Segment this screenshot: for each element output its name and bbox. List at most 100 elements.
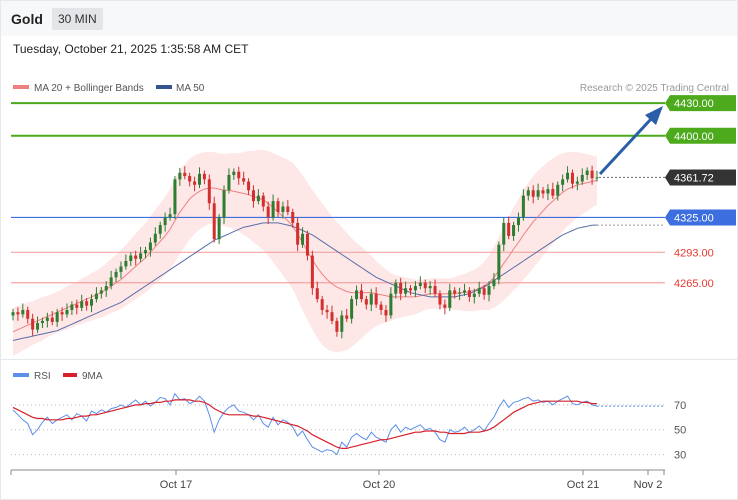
x-tick-label: Oct 17 [160, 479, 192, 491]
candle-body [448, 290, 452, 308]
level-tag-4361.72 [665, 169, 736, 186]
candle-body [153, 233, 157, 243]
candle-body [40, 320, 44, 324]
candle-body [497, 244, 501, 280]
candle-body [512, 225, 516, 236]
ma50-legend-label: MA 50 [176, 83, 205, 94]
candle-body [551, 189, 555, 196]
candle-body [330, 312, 334, 321]
candle-body [531, 190, 535, 197]
candle-body [247, 181, 251, 191]
candle-body [139, 253, 143, 259]
candle-body [119, 266, 123, 272]
candle-body [507, 222, 511, 236]
candle-body [85, 301, 89, 306]
candle-body [453, 290, 457, 294]
level-label-4325.00: 4325.00 [674, 212, 714, 224]
x-tick-label: Oct 21 [567, 479, 599, 491]
candle-body [99, 290, 103, 294]
candle-body [197, 173, 201, 185]
candle-body [251, 190, 255, 202]
candle-body [60, 312, 64, 315]
candle-body [595, 177, 599, 179]
candle-body [340, 315, 344, 332]
ma20-legend-label: MA 20 + Bollinger Bands [34, 83, 144, 94]
candle-body [389, 293, 393, 316]
candle-body [50, 317, 54, 322]
candlesticks [11, 165, 599, 339]
rsi-legend-swatch [13, 373, 29, 377]
symbol-title: Gold [11, 11, 43, 27]
candle-body [36, 323, 40, 330]
candle-body [487, 286, 491, 295]
candle-body [409, 288, 413, 291]
candle-body [158, 225, 162, 234]
x-tick-label: Nov 2 [634, 479, 663, 491]
timeframe-button[interactable]: 30 MIN [52, 8, 103, 30]
rsi-tick-50: 50 [674, 425, 686, 437]
chart-datetime: Tuesday, October 21, 2025 1:35:58 AM CET [13, 42, 249, 56]
candle-body [242, 178, 246, 182]
candle-body [320, 299, 324, 310]
candle-body [384, 310, 388, 316]
candle-body [350, 299, 354, 319]
candle-body [276, 201, 280, 212]
candle-body [188, 176, 192, 182]
level-label-4400.00: 4400.00 [674, 131, 714, 143]
candle-body [315, 288, 319, 300]
candle-body [70, 304, 74, 310]
candle-body [379, 304, 383, 310]
level-tag-4325.00 [665, 209, 736, 226]
candle-body [428, 286, 432, 289]
candle-body [291, 212, 295, 223]
candle-body [399, 282, 403, 294]
candle-body [433, 286, 437, 294]
candle-body [90, 299, 94, 306]
research-credit: Research © 2025 Trading Central [580, 83, 729, 94]
candle-body [129, 255, 133, 261]
candle-body [55, 312, 59, 322]
rsi-panel: 70 50 30 [11, 392, 686, 462]
candle-body [536, 190, 540, 197]
level-label-4265.00: 4265.00 [674, 278, 714, 290]
candle-body [261, 195, 265, 207]
candle-body [16, 312, 20, 315]
candle-body [516, 217, 520, 226]
level-label-4293.00: 4293.00 [674, 247, 714, 259]
candle-body [134, 255, 138, 259]
candle-body [163, 217, 167, 226]
candle-body [310, 255, 314, 289]
candle-body [94, 293, 98, 300]
price-levels: 4430.00 4400.00 4361.72 4325.00 4293.00 4265.… [11, 95, 736, 290]
candle-body [585, 170, 589, 175]
candle-body [369, 293, 373, 305]
rsi-ma-legend-swatch [63, 373, 77, 377]
candle-body [394, 282, 398, 294]
candle-body [114, 271, 118, 278]
candle-body [462, 290, 467, 293]
candle-body [104, 286, 108, 291]
candle-body [575, 181, 579, 184]
candle-body [227, 174, 231, 191]
top-bar: Gold 30 MIN [1, 1, 737, 36]
candle-body [526, 190, 530, 196]
candle-body [80, 301, 84, 308]
candle-body [418, 282, 422, 287]
candle-body [173, 179, 177, 215]
candle-body [443, 304, 447, 308]
candle-body [301, 233, 305, 245]
candle-body [359, 290, 363, 300]
candle-body [472, 293, 476, 297]
candle-body [143, 250, 148, 254]
candle-body [222, 190, 226, 218]
candle-body [335, 320, 339, 332]
candle-body [207, 179, 211, 204]
candle-body [458, 292, 462, 294]
candle-body [217, 217, 221, 240]
rsi-tick-70: 70 [674, 400, 686, 412]
candle-body [566, 172, 570, 180]
candle-body [271, 201, 275, 218]
candle-body [374, 293, 378, 305]
